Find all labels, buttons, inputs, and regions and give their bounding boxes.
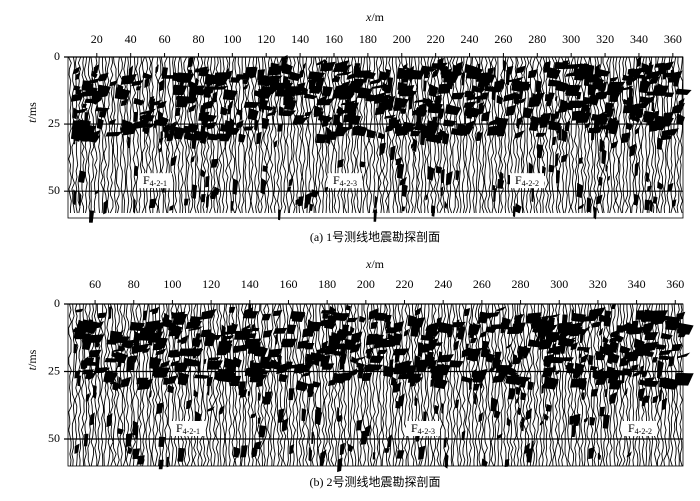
x-tick-label: 220 — [427, 32, 445, 46]
x-axis-title: x/m — [365, 257, 385, 271]
x-tick-label: 240 — [434, 277, 452, 291]
x-tick-label: 260 — [494, 32, 512, 46]
x-tick-label: 120 — [257, 32, 275, 46]
fault-label-bg — [171, 421, 205, 436]
fault-label: F4-2-1 — [176, 421, 200, 436]
x-tick-label: 260 — [473, 277, 491, 291]
x-tick-label: 80 — [192, 32, 204, 46]
caption: (b) 2号测线地震勘探剖面 — [310, 475, 441, 489]
x-tick-label: 40 — [125, 32, 137, 46]
x-tick-label: 100 — [163, 277, 181, 291]
x-tick-label: 280 — [528, 32, 546, 46]
fault-symbol: F — [411, 421, 418, 435]
x-tick-label: 80 — [128, 277, 140, 291]
x-axis-unit: /m — [371, 257, 384, 271]
fault-label: F4-2-3 — [333, 173, 357, 188]
x-tick-label: 20 — [91, 32, 103, 46]
x-axis-title: x/m — [365, 10, 385, 24]
x-tick-label: 320 — [596, 32, 614, 46]
fault-subscript: 4-2-2 — [522, 179, 539, 188]
y-tick-label: 0 — [54, 296, 60, 310]
x-tick-label: 340 — [630, 32, 648, 46]
y-axis-title: t/ms — [25, 349, 39, 370]
x-tick-label: 200 — [393, 32, 411, 46]
x-tick-label: 140 — [291, 32, 309, 46]
seismic-events — [72, 303, 694, 473]
y-axis-symbol: t — [25, 366, 39, 370]
fault-symbol: F — [176, 421, 183, 435]
x-tick-label: 340 — [628, 277, 646, 291]
x-tick-label: 100 — [223, 32, 241, 46]
fault-subscript: 4-2-3 — [418, 427, 435, 436]
y-tick-label: 25 — [48, 363, 60, 377]
y-axis-symbol: t — [25, 119, 39, 123]
x-tick-label: 360 — [666, 277, 684, 291]
x-tick-label: 140 — [241, 277, 259, 291]
fault-label-bg — [406, 421, 440, 436]
seismic-events — [70, 55, 692, 223]
fault-symbol: F — [628, 421, 635, 435]
fault-label-bg — [510, 173, 544, 189]
x-tick-label: 240 — [461, 32, 479, 46]
fault-symbol: F — [515, 173, 522, 187]
x-tick-label: 160 — [279, 277, 297, 291]
x-tick-label: 60 — [89, 277, 101, 291]
x-tick-label: 180 — [359, 32, 377, 46]
x-tick-label: 160 — [325, 32, 343, 46]
fault-subscript: 4-2-1 — [183, 427, 200, 436]
y-axis-unit: /ms — [25, 349, 39, 367]
fault-symbol: F — [333, 173, 340, 187]
x-tick-label: 180 — [318, 277, 336, 291]
y-axis-title: t/ms — [25, 102, 39, 123]
fault-label-bg — [328, 173, 362, 189]
x-tick-label: 200 — [357, 277, 375, 291]
y-tick-label: 50 — [48, 431, 60, 445]
fault-label: F4-2-2 — [515, 173, 539, 188]
y-tick-label: 50 — [48, 183, 60, 197]
fault-subscript: 4-2-2 — [635, 427, 652, 436]
x-tick-label: 320 — [589, 277, 607, 291]
x-tick-label: 60 — [159, 32, 171, 46]
fault-subscript: 4-2-3 — [340, 179, 357, 188]
fault-label: F4-2-1 — [143, 173, 167, 188]
x-tick-label: 360 — [664, 32, 682, 46]
fault-label: F4-2-3 — [411, 421, 435, 436]
fault-subscript: 4-2-1 — [150, 179, 167, 188]
x-tick-label: 120 — [202, 277, 220, 291]
fault-label-bg — [623, 421, 657, 436]
fault-label-bg — [138, 173, 172, 189]
x-axis-unit: /m — [371, 10, 384, 24]
y-tick-label: 0 — [54, 49, 60, 63]
x-axis-symbol: x — [365, 257, 372, 271]
x-tick-label: 300 — [550, 277, 568, 291]
fault-symbol: F — [143, 173, 150, 187]
y-axis-unit: /ms — [25, 102, 39, 120]
fault-label: F4-2-2 — [628, 421, 652, 436]
y-tick-label: 25 — [48, 116, 60, 130]
x-tick-label: 220 — [396, 277, 414, 291]
x-tick-label: 280 — [512, 277, 530, 291]
x-tick-label: 300 — [562, 32, 580, 46]
x-axis-symbol: x — [365, 10, 372, 24]
caption: (a) 1号测线地震勘探剖面 — [310, 230, 440, 244]
